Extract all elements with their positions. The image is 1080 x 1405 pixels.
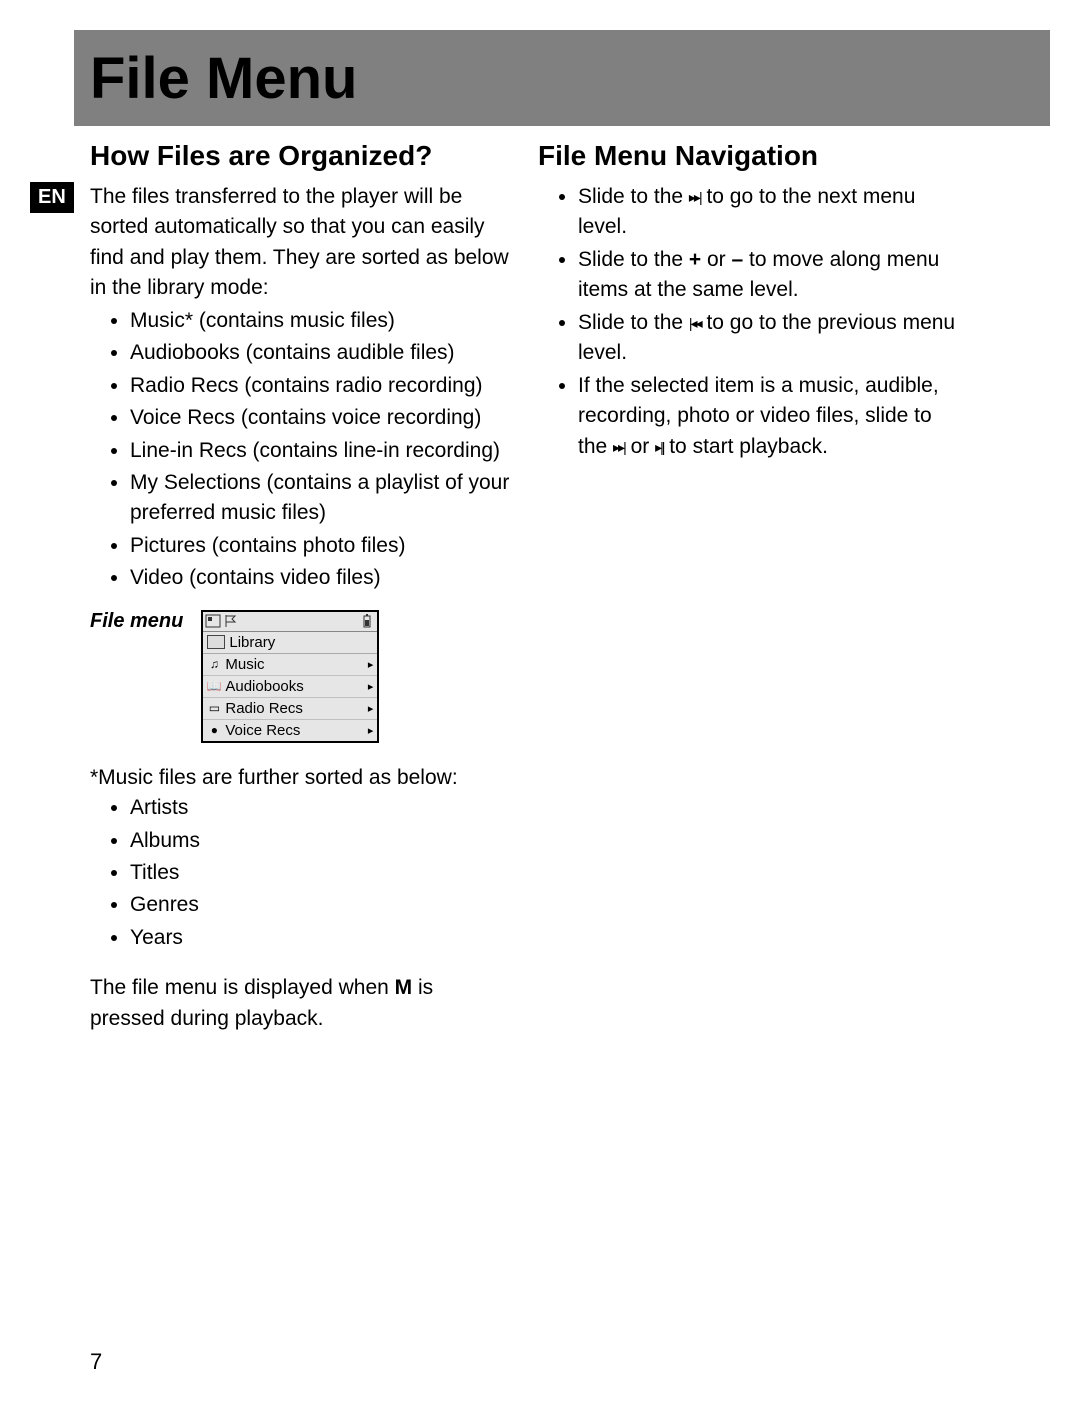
list-item: If the selected item is a music, audible… [578,371,958,462]
category-list: Music* (contains music files) Audiobooks… [90,306,510,594]
list-item: Years [130,923,510,953]
chevron-right-icon: ▸ [368,724,374,737]
nav-list: Slide to the ▸▸| to go to the next menu … [538,182,958,462]
screen-statusbar [203,612,377,632]
player-icon [205,614,221,628]
page-title: File Menu [90,45,357,112]
chevron-right-icon: ▸ [368,658,374,671]
list-item: Music* (contains music files) [130,306,510,336]
flag-icon [223,614,239,628]
file-menu-label: File menu [90,610,183,633]
m-button: M [395,976,413,999]
list-item: Slide to the + or – to move along menu i… [578,245,958,306]
chevron-right-icon: ▸ [368,680,374,693]
list-item: Radio Recs (contains radio recording) [130,371,510,401]
left-intro: The files transferred to the player will… [90,182,510,304]
music-note-icon: ♫ [207,657,221,671]
radio-icon: ▭ [207,701,221,715]
screen-item: 📖 Audiobooks ▸ [203,676,377,698]
battery-icon [359,614,375,628]
nav-text: Slide to the [578,311,689,334]
screen-library-row: Library [203,632,377,654]
screen-item-label: Music [225,656,264,673]
file-menu-row: File menu [90,610,510,743]
prev-icon: |◂◂ [689,313,701,333]
nav-text: to start playback. [663,435,828,458]
list-item: Video (contains video files) [130,563,510,593]
page-number: 7 [90,1349,102,1375]
nav-text: or [625,435,655,458]
device-screen: Library ♫ Music ▸ 📖 Audiobooks ▸ ▭ Radio Re… [201,610,379,743]
content-columns: How Files are Organized? The files trans… [0,126,1080,1034]
list-item: Slide to the |◂◂ to go to the previous m… [578,308,958,369]
list-item: My Selections (contains a playlist of yo… [130,468,510,529]
screen-item: ● Voice Recs ▸ [203,720,377,741]
screen-item: ▭ Radio Recs ▸ [203,698,377,720]
list-item: Slide to the ▸▸| to go to the next menu … [578,182,958,243]
footnote: *Music files are further sorted as below… [90,763,510,793]
screen-item-label: Voice Recs [225,722,300,739]
screen-item-label: Radio Recs [225,700,303,717]
left-heading: How Files are Organized? [90,140,510,172]
screen-item: ♫ Music ▸ [203,654,377,676]
language-tag: EN [30,182,74,213]
left-column: How Files are Organized? The files trans… [90,140,510,1034]
chevron-right-icon: ▸ [368,702,374,715]
right-column: File Menu Navigation Slide to the ▸▸| to… [538,140,958,1034]
list-item: Line-in Recs (contains line-in recording… [130,436,510,466]
list-item: Albums [130,826,510,856]
list-item: Voice Recs (contains voice recording) [130,403,510,433]
screen-item-label: Audiobooks [225,678,303,695]
list-item: Pictures (contains photo files) [130,531,510,561]
next-icon: ▸▸| [613,437,625,457]
list-item: Genres [130,890,510,920]
sort-list: Artists Albums Titles Genres Years [90,793,510,953]
nav-text: or [701,248,731,271]
plus-symbol: + [689,248,701,271]
book-icon: 📖 [207,679,221,693]
nav-text: Slide to the [578,248,689,271]
mic-icon: ● [207,723,221,737]
minus-symbol: – [732,248,744,271]
closing-text-a: The file menu is displayed when [90,976,395,999]
closing-note: The file menu is displayed when M is pre… [90,973,510,1034]
header-bar: File Menu [74,30,1050,126]
right-heading: File Menu Navigation [538,140,958,172]
list-item: Audiobooks (contains audible files) [130,338,510,368]
list-item: Artists [130,793,510,823]
nav-text: Slide to the [578,185,689,208]
next-icon: ▸▸| [689,187,701,207]
list-item: Titles [130,858,510,888]
